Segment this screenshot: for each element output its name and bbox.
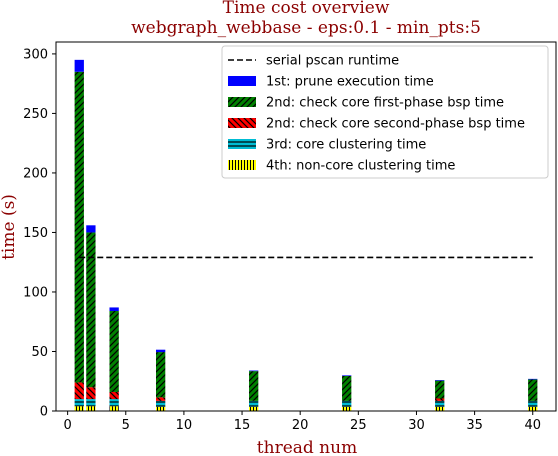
x-tick-label: 30 bbox=[408, 418, 425, 433]
bar-segment bbox=[249, 406, 259, 411]
bar-segment bbox=[74, 382, 84, 400]
bar-segment bbox=[249, 400, 259, 407]
bar-segment bbox=[156, 406, 166, 411]
bar-segment bbox=[528, 400, 538, 407]
bar-segment bbox=[86, 387, 96, 400]
x-tick-label: 35 bbox=[466, 418, 483, 433]
y-tick-label: 100 bbox=[23, 285, 48, 300]
bar-segment bbox=[74, 71, 84, 383]
bar-segment bbox=[342, 375, 352, 376]
legend: serial pscan runtime 1st: prune execution… bbox=[221, 45, 549, 179]
x-tick-label: 0 bbox=[63, 418, 71, 433]
legend-label: 2nd: check core first-phase bsp time bbox=[266, 96, 504, 111]
bar-segment bbox=[435, 380, 445, 381]
bar-segment bbox=[249, 371, 259, 401]
legend-label: 2nd: check core second-phase bsp time bbox=[266, 117, 525, 132]
bar-segment bbox=[156, 400, 166, 407]
bar-segment bbox=[86, 232, 96, 388]
x-tick-label: 10 bbox=[176, 418, 193, 433]
bar-segment bbox=[342, 400, 352, 407]
legend-label: 1st: prune execution time bbox=[266, 75, 434, 90]
y-axis-label: time (s) bbox=[0, 194, 19, 260]
bar-segment bbox=[435, 380, 445, 399]
y-tick-label: 250 bbox=[23, 107, 48, 122]
legend-swatch bbox=[228, 118, 256, 128]
bar-segment bbox=[74, 59, 84, 72]
bar-segment bbox=[109, 406, 119, 411]
bar-segment bbox=[86, 406, 96, 411]
legend-swatch bbox=[228, 160, 256, 170]
axes-frame bbox=[55, 41, 557, 412]
bar-segment bbox=[86, 225, 96, 233]
bar-segment bbox=[109, 391, 119, 400]
bar-segment bbox=[86, 399, 96, 407]
x-tick-label: 15 bbox=[234, 418, 251, 433]
bar-segment bbox=[435, 398, 445, 401]
x-tick-label: 25 bbox=[350, 418, 367, 433]
chart-subtitle: webgraph_webbase - eps:0.1 - min_pts:5 bbox=[131, 18, 481, 38]
x-tick-label: 20 bbox=[292, 418, 309, 433]
x-tick-label: 5 bbox=[122, 418, 130, 433]
y-tick-label: 0 bbox=[40, 405, 48, 420]
legend-box bbox=[221, 45, 549, 179]
bar-segment bbox=[109, 399, 119, 407]
bar-segment bbox=[249, 370, 259, 372]
bar-segment bbox=[156, 349, 166, 353]
bar-segment bbox=[435, 400, 445, 407]
legend-swatch bbox=[228, 97, 256, 107]
x-axis-label: thread num bbox=[257, 438, 357, 456]
bar-segment bbox=[528, 406, 538, 411]
bar-segment bbox=[109, 311, 119, 392]
bar-segment bbox=[74, 399, 84, 407]
bar-segment bbox=[435, 406, 445, 411]
legend-swatch bbox=[228, 139, 256, 149]
bar-segment bbox=[528, 379, 538, 401]
y-tick-label: 50 bbox=[31, 345, 48, 360]
legend-label: 4th: non-core clustering time bbox=[266, 159, 455, 174]
chart-title: Time cost overview bbox=[223, 0, 390, 18]
y-tick-label: 300 bbox=[23, 47, 48, 62]
y-tick-label: 200 bbox=[23, 166, 48, 181]
plot-area bbox=[74, 59, 538, 411]
legend-label: serial pscan runtime bbox=[266, 54, 399, 69]
bar-segment bbox=[109, 307, 119, 312]
bar-segment bbox=[156, 397, 166, 401]
bar-segment bbox=[528, 378, 538, 380]
y-tick-label: 150 bbox=[23, 226, 48, 241]
legend-label: 3rd: core clustering time bbox=[266, 138, 426, 153]
bar-segment bbox=[342, 375, 352, 401]
bar-segment bbox=[156, 352, 166, 398]
legend-swatch bbox=[228, 76, 256, 86]
bar-segment bbox=[342, 406, 352, 411]
x-tick-label: 40 bbox=[524, 418, 541, 433]
bar-segment bbox=[74, 406, 84, 411]
axes: 0 5 10 15 20 25 30 35 40 0 50 100 150 200 250 300 bbox=[23, 41, 557, 433]
